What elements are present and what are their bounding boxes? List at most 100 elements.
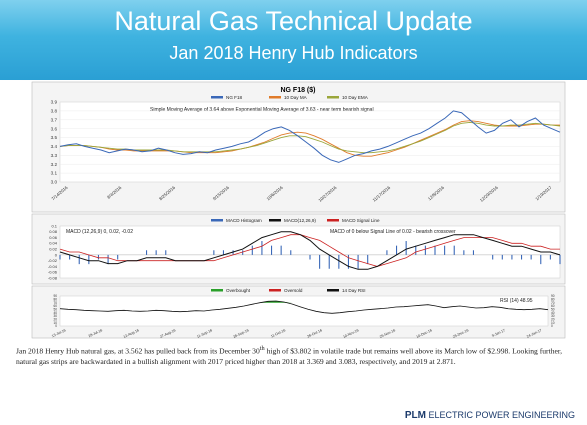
- rsi-x-ticks: 13-Jul-16 28-Jul-16 12-Aug-16 27-Aug-16 11-S…: [51, 328, 542, 339]
- price-y-tick-5: 3.5: [51, 135, 58, 140]
- rsi-y-tick-6: 30: [53, 314, 57, 318]
- rsi-y-tick-2: 70: [53, 301, 57, 305]
- rsi-y-tick-right-8: 10: [551, 321, 555, 325]
- legend-swatch-macd-1: [269, 219, 281, 222]
- macd-plot-area: [59, 225, 561, 279]
- legend-label-macd-1: MACD(12,26,9): [284, 218, 316, 223]
- price-panel: NG F18 ($) NG F18 10 Day MA 10 Day EMA Sim…: [31, 81, 566, 213]
- legend-label-price-1: 10 Day MA: [284, 95, 308, 100]
- ema-line: [59, 121, 561, 154]
- rsi-y-tick-5: 40: [53, 311, 57, 315]
- commentary-part-1: Jan 2018 Henry Hub natural gas, at 3.562…: [16, 346, 260, 356]
- rsi-overbought-fill: [252, 301, 292, 303]
- legend-label-macd-2: MACD Signal Line: [342, 218, 380, 223]
- rsi-readout: RSI (14) 48.95: [500, 298, 533, 304]
- slide-subtitle: Jan 2018 Henry Hub Indicators: [169, 43, 418, 63]
- rsi-x-tick-5: 26-Sep-16: [233, 328, 250, 339]
- rsi-x-tick-3: 27-Aug-16: [159, 328, 176, 339]
- price-y-tick-8: 3.8: [51, 108, 58, 113]
- legend-label-rsi-0: Overbought: [226, 288, 251, 293]
- price-y-tick-9: 3.9: [51, 100, 58, 105]
- macd-y-tick-0: 0.1: [51, 223, 57, 228]
- rsi-x-tick-6: 11-Oct-16: [270, 328, 286, 338]
- macd-y-tick-7: -0.04: [48, 264, 58, 269]
- footer-logo-text: PLM: [404, 410, 426, 421]
- rsi-y-tick-1: 80: [53, 298, 57, 302]
- technical-charts: NG F18 ($) NG F18 10 Day MA 10 Day EMA Sim…: [31, 81, 566, 339]
- macd-line: [59, 231, 561, 270]
- rsi-y-tick-right-4: 50: [551, 308, 555, 312]
- rsi-y-tick-right-6: 30: [551, 314, 555, 318]
- macd-histogram: [59, 241, 561, 269]
- rsi-y-tick-9: 0: [55, 324, 57, 328]
- rsi-x-tick-7: 26-Oct-16: [307, 328, 323, 338]
- macd-signal-line: [59, 234, 560, 267]
- commentary-part-2: high of $3.802 in volatile trade but rem…: [16, 346, 562, 366]
- price-y-ticks: 3.0 3.1 3.2 3.3 3.4 3.5 3.6 3.7 3.8 3.9: [51, 100, 58, 185]
- legend-swatch-macd-0: [211, 219, 223, 222]
- macd-readout: MACD (12,26,9) 0, 0.02, -0.02: [66, 229, 133, 235]
- macd-y-tick-4: 0.02: [49, 247, 58, 252]
- macd-y-tick-9: -0.08: [48, 275, 58, 280]
- rsi-y-tick-right-0: 90: [551, 294, 555, 298]
- rsi-x-tick-2: 12-Aug-16: [123, 328, 140, 339]
- price-gridlines: [60, 101, 560, 183]
- rsi-x-tick-9: 25-Nov-16: [379, 328, 396, 339]
- rsi-y-tick-7: 20: [53, 318, 57, 322]
- price-y-tick-1: 3.1: [51, 171, 58, 176]
- price-y-tick-7: 3.7: [51, 117, 58, 122]
- rsi-y-tick-right-2: 70: [551, 301, 555, 305]
- rsi-x-tick-11: 25-Dec-16: [452, 328, 469, 339]
- rsi-x-tick-12: 9-Jan-17: [491, 328, 506, 338]
- rsi-y-tick-right-1: 80: [551, 298, 555, 302]
- footer-tagline: ELECTRIC POWER ENGINEERING: [428, 410, 575, 420]
- rsi-x-tick-1: 28-Jul-16: [88, 328, 103, 338]
- macd-y-tick-8: -0.06: [48, 270, 58, 275]
- macd-y-tick-2: 0.06: [49, 235, 58, 240]
- legend-swatch-rsi-0: [211, 289, 223, 292]
- rsi-x-tick-0: 13-Jul-16: [51, 328, 66, 338]
- legend-swatch-macd-2: [327, 219, 339, 222]
- rsi-y-tick-3: 60: [53, 304, 57, 308]
- rsi-x-tick-8: 10-Nov-16: [342, 328, 359, 339]
- macd-y-tick-6: -0.02: [48, 258, 58, 263]
- title-banner: Natural Gas Technical Update Jan 2018 He…: [0, 0, 587, 80]
- rsi-legend: Overbought Oversold 14 Day RSI: [211, 288, 366, 293]
- price-y-tick-2: 3.2: [51, 162, 58, 167]
- legend-swatch-rsi-1: [269, 289, 281, 292]
- rsi-y-tick-right-5: 40: [551, 311, 555, 315]
- rsi-y-tick-right-9: 0: [551, 324, 553, 328]
- macd-y-tick-3: 0.04: [49, 241, 58, 246]
- price-y-tick-4: 3.4: [51, 144, 58, 149]
- rsi-y-tick-4: 50: [53, 308, 57, 312]
- macd-annotation: MACD of 0 below Signal Line of 0.02 - be…: [330, 229, 456, 235]
- sma-line: [59, 120, 560, 157]
- rsi-y-tick-0: 90: [53, 294, 57, 298]
- chart-area: NG F18 ($) NG F18 10 Day MA 10 Day EMA Sim…: [30, 80, 567, 340]
- price-chart-title: NG F18 ($): [280, 87, 315, 94]
- rsi-y-tick-right-3: 60: [551, 304, 555, 308]
- rsi-y-tick-right-7: 20: [551, 318, 555, 322]
- legend-label-macd-0: MACD Histogram: [226, 218, 262, 223]
- price-annotation: Simple Moving Average of 3.64 above Expo…: [150, 107, 374, 113]
- price-y-tick-0: 3.0: [51, 180, 58, 185]
- legend-swatch-rsi-2: [327, 289, 339, 292]
- legend-swatch-price-0: [211, 96, 223, 99]
- rsi-x-tick-4: 11-Sep-16: [196, 328, 213, 339]
- macd-panel: MACD Histogram MACD(12,26,9) MACD Signal L…: [31, 213, 566, 285]
- commentary-text: Jan 2018 Henry Hub natural gas, at 3.562…: [16, 344, 576, 367]
- commentary-superscript: th: [259, 345, 265, 352]
- price-plot-area: [59, 101, 561, 183]
- rsi-x-tick-13: 24-Jan-17: [526, 328, 542, 338]
- macd-y-tick-1: 0.08: [49, 229, 58, 234]
- macd-y-tick-5: 0: [55, 252, 58, 257]
- legend-label-price-0: NG F18: [226, 95, 243, 100]
- macd-legend: MACD Histogram MACD(12,26,9) MACD Signal L…: [211, 218, 380, 223]
- price-line: [59, 110, 561, 163]
- rsi-panel: Overbought Oversold 14 Day RSI RSI (14) 48…: [31, 285, 566, 339]
- legend-label-rsi-2: 14 Day RSI: [342, 288, 366, 293]
- rsi-x-tick-10: 10-Dec-16: [416, 328, 433, 339]
- legend-swatch-price-1: [269, 96, 281, 99]
- slide-title: Natural Gas Technical Update: [114, 6, 473, 36]
